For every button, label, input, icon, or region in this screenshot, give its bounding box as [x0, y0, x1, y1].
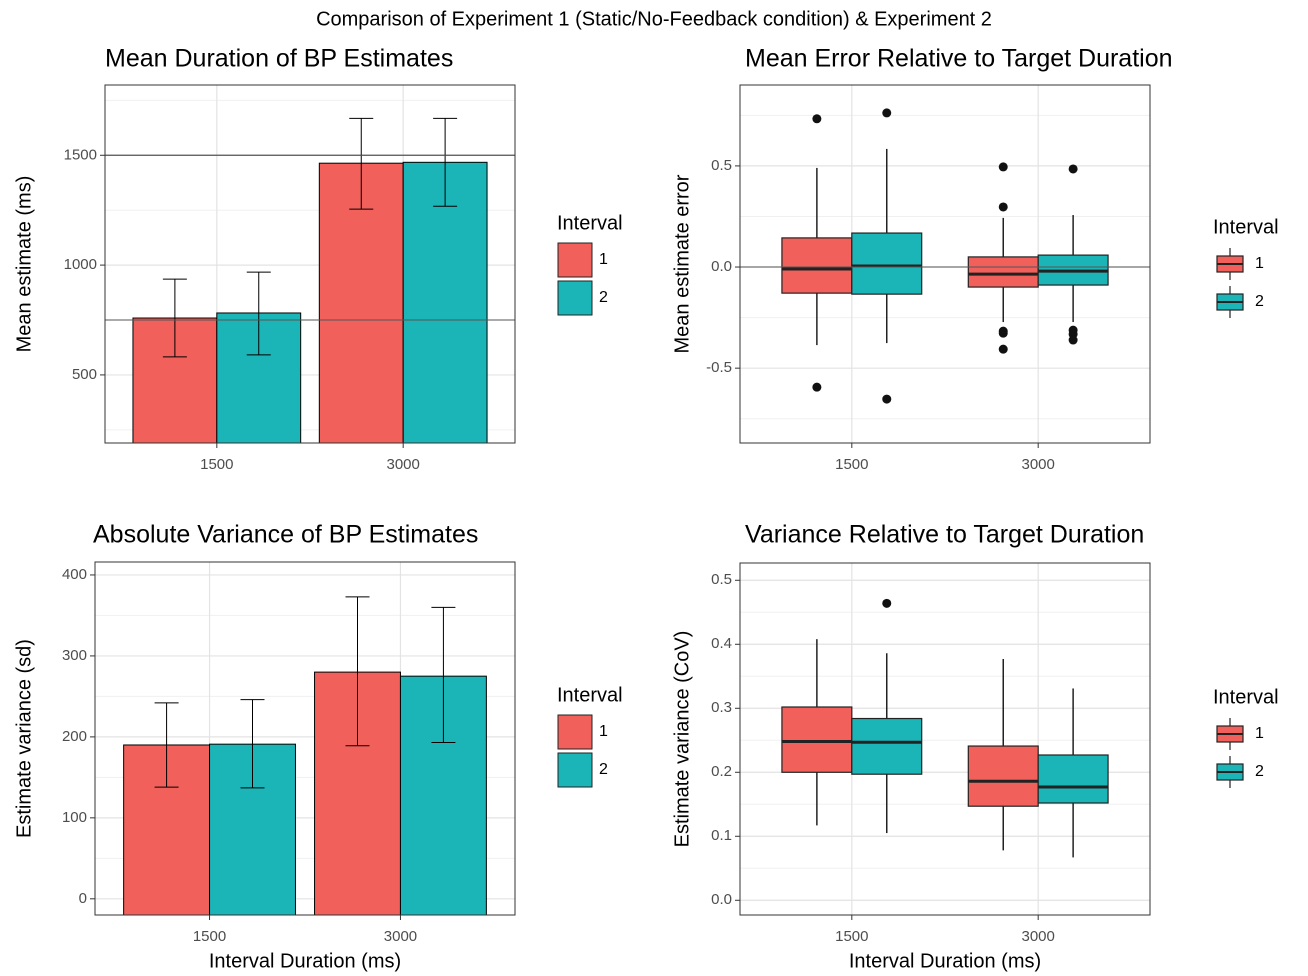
error-bar [162, 278, 187, 358]
legend-key [557, 714, 593, 750]
panel: Absolute Variance of BP Estimates Estimat… [13, 521, 622, 973]
y-tick-label: 0.5 [711, 571, 732, 588]
outlier [812, 382, 822, 392]
box [781, 706, 853, 773]
y-tick-label: 300 [62, 647, 87, 664]
y-tick-label: 200 [62, 728, 87, 745]
bar [318, 162, 404, 443]
y-tick-label: 100 [62, 809, 87, 826]
bar [402, 161, 488, 443]
legend-key [557, 752, 593, 788]
outlier [812, 114, 822, 124]
outlier [998, 344, 1008, 354]
y-tick-label: 0.0 [711, 258, 732, 275]
legend-title: Interval [557, 212, 623, 234]
plot-area [123, 596, 487, 915]
error-bar [349, 117, 374, 210]
y-tick-label: 0.2 [711, 763, 732, 780]
y-axis-title: Mean estimate error [671, 174, 693, 353]
panel-title: Mean Duration of BP Estimates [105, 45, 453, 73]
outlier [882, 394, 892, 404]
legend-label: 2 [599, 761, 608, 778]
x-axis-title: Interval Duration (ms) [209, 950, 401, 972]
y-tick-label: 1000 [64, 256, 97, 273]
figure-title: Comparison of Experiment 1 (Static/No-Fe… [316, 8, 992, 30]
x-tick-label: 3000 [384, 928, 417, 945]
outlier [998, 328, 1008, 338]
legend-label: 1 [1255, 725, 1264, 742]
outlier [882, 108, 892, 118]
box [851, 717, 923, 775]
legend-title: Interval [1213, 686, 1279, 708]
panel-title: Absolute Variance of BP Estimates [93, 521, 478, 549]
outlier [998, 162, 1008, 172]
outlier [998, 202, 1008, 212]
box [967, 745, 1039, 807]
error-bar [431, 606, 456, 744]
box [781, 237, 853, 294]
y-tick-label: 0.4 [711, 635, 732, 652]
y-tick-label: -0.5 [706, 359, 732, 376]
box [1037, 754, 1109, 804]
y-tick-label: 0 [79, 890, 87, 907]
plot-area [740, 108, 1150, 404]
error-bar [345, 596, 370, 747]
panel: Mean Duration of BP Estimates Mean estima… [13, 45, 622, 473]
panel-border [94, 561, 516, 916]
legend-label: 2 [1255, 293, 1264, 310]
outlier [1068, 335, 1078, 345]
box [851, 232, 923, 295]
plot-area [105, 117, 515, 443]
panel: Mean Error Relative to Target Duration Me… [671, 45, 1278, 473]
legend-label: 1 [1255, 255, 1264, 272]
legend-key [557, 280, 593, 316]
legend-label: 1 [599, 723, 608, 740]
x-axis-title: Interval Duration (ms) [849, 950, 1041, 972]
panel-border [739, 562, 1151, 916]
outlier [1068, 164, 1078, 174]
x-tick-label: 3000 [386, 456, 419, 473]
x-tick-label: 3000 [1021, 928, 1054, 945]
panel-title: Mean Error Relative to Target Duration [745, 45, 1173, 73]
legend-label: 1 [599, 251, 608, 268]
box [967, 256, 1039, 288]
y-tick-label: 0.1 [711, 827, 732, 844]
panel-border [104, 84, 516, 444]
legend-title: Interval [557, 684, 623, 706]
legend-key [557, 242, 593, 278]
y-tick-label: 0.0 [711, 891, 732, 908]
legend-label: 2 [1255, 763, 1264, 780]
x-tick-label: 3000 [1021, 456, 1054, 473]
error-bar [433, 117, 458, 207]
x-tick-label: 1500 [835, 456, 868, 473]
x-tick-label: 1500 [193, 928, 226, 945]
legend-label: 2 [599, 289, 608, 306]
legend-title: Interval [1213, 216, 1279, 238]
x-tick-label: 1500 [835, 928, 868, 945]
panel: Variance Relative to Target Duration Esti… [671, 521, 1278, 973]
y-axis-title: Estimate variance (CoV) [671, 631, 693, 848]
y-tick-label: 1500 [64, 146, 97, 163]
outlier [882, 598, 892, 608]
panel-border [739, 84, 1151, 444]
y-axis-title: Mean estimate (ms) [13, 176, 35, 353]
y-tick-label: 500 [72, 366, 97, 383]
y-axis-title: Estimate variance (sd) [13, 639, 35, 838]
error-bar [240, 699, 265, 789]
error-bar [246, 271, 271, 356]
y-tick-label: 400 [62, 566, 87, 583]
plot-area [781, 598, 1109, 858]
error-bar [154, 702, 179, 788]
x-tick-label: 1500 [200, 456, 233, 473]
panel-title: Variance Relative to Target Duration [745, 521, 1144, 549]
y-tick-label: 0.3 [711, 699, 732, 716]
y-tick-label: 0.5 [711, 157, 732, 174]
